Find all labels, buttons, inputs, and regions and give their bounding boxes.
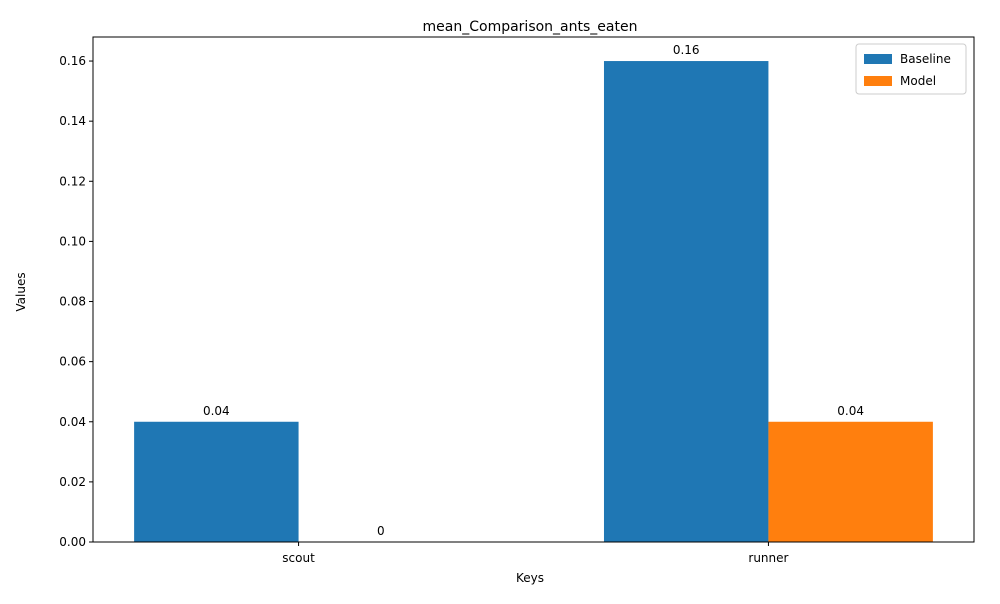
y-tick-label: 0.14	[59, 114, 86, 128]
y-tick-label: 0.00	[59, 535, 86, 549]
y-tick-label: 0.02	[59, 475, 86, 489]
y-tick-label: 0.04	[59, 415, 86, 429]
bar-baseline-runner	[603, 61, 769, 543]
bars-group	[134, 61, 933, 543]
data-labels-group: 0.04 0.16 0 0.04	[203, 43, 864, 538]
data-label-baseline-runner: 0.16	[673, 43, 700, 57]
y-tick-label: 0.10	[59, 234, 86, 248]
x-tick-label-scout: scout	[282, 551, 315, 565]
x-axis-label: Keys	[516, 571, 544, 585]
legend-label-model: Model	[900, 74, 936, 88]
legend: Baseline Model	[855, 43, 967, 95]
x-tick-label-runner: runner	[748, 551, 788, 565]
bar-model-runner	[768, 421, 933, 542]
legend-label-baseline: Baseline	[900, 52, 951, 66]
y-tick-label: 0.06	[59, 355, 86, 369]
axes-group: 0.00 0.02 0.04 0.06 0.08 0.10 0.12 0.14 0.16 scou…	[59, 36, 975, 565]
y-tick-label: 0.16	[59, 54, 86, 68]
y-tick-label: 0.08	[59, 295, 86, 309]
legend-swatch-model	[864, 76, 892, 86]
y-tick-label: 0.12	[59, 174, 86, 188]
data-label-model-runner: 0.04	[837, 404, 864, 418]
axes-frame	[92, 36, 975, 543]
legend-swatch-baseline	[864, 54, 892, 64]
y-axis-label: Values	[14, 272, 28, 311]
data-label-model-scout: 0	[377, 524, 385, 538]
chart-title: mean_Comparison_ants_eaten	[423, 19, 638, 35]
data-label-baseline-scout: 0.04	[203, 404, 230, 418]
bar-baseline-scout	[134, 421, 299, 542]
